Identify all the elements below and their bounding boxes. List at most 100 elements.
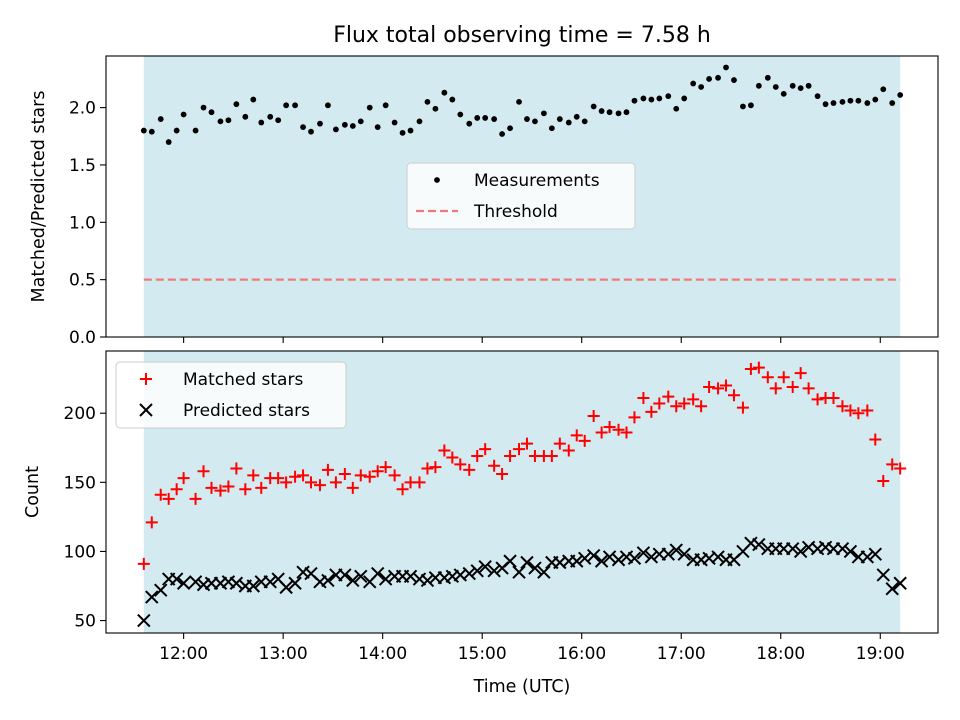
matched-stars-point <box>861 404 874 417</box>
predicted-stars-point <box>470 564 484 578</box>
predicted-stars-point <box>137 613 151 628</box>
predicted-stars-point <box>354 569 368 584</box>
matched-stars-point <box>620 426 633 439</box>
matched-stars-point <box>869 433 882 446</box>
measurement-point <box>880 86 887 93</box>
predicted-stars-point <box>602 550 617 564</box>
bottom-axes: 50 100 150 200 12:00 13:00 14:00 15:00 16:00 17:0… <box>64 350 939 664</box>
measurement-point <box>399 129 406 136</box>
top-axes: 0.0 0.5 1.0 1.5 2.0 <box>69 55 939 348</box>
measurement-point <box>424 98 431 105</box>
legend-box <box>406 162 636 230</box>
predicted-stars-point <box>893 576 907 590</box>
measurement-point <box>673 105 680 112</box>
measurement-point <box>332 126 339 133</box>
measurement-point <box>847 97 854 104</box>
y-tick-label: 0.5 <box>69 271 96 291</box>
y-tick-label: 1.5 <box>69 156 96 176</box>
matched-stars-point <box>761 371 774 384</box>
matched-stars-point <box>645 405 658 418</box>
matched-stars-point <box>305 476 318 489</box>
measurement-point <box>283 102 290 109</box>
matched-stars-point <box>720 379 733 392</box>
matched-stars-point <box>438 444 451 457</box>
measurement-point <box>598 108 605 114</box>
measurement-point <box>491 116 498 122</box>
matched-stars-point <box>844 404 857 417</box>
matched-stars-point <box>736 401 749 414</box>
bottom-panel: 50 100 150 200 12:00 13:00 14:00 15:00 16:00 17:0… <box>23 350 939 697</box>
top-y-axis-label: Matched/Predicted stars <box>29 91 49 303</box>
measurement-point <box>366 104 373 111</box>
measurement-point <box>556 116 563 122</box>
measurement-point <box>275 117 282 124</box>
predicted-stars-point <box>145 590 159 604</box>
measurement-point <box>780 90 787 97</box>
y-tick-label: 2.0 <box>69 99 96 119</box>
measurement-point <box>747 102 754 109</box>
matched-stars-point <box>313 479 326 492</box>
predicted-stars-point <box>176 576 191 590</box>
matched-stars-point <box>162 492 175 505</box>
matched-stars-point <box>727 389 740 402</box>
measurement-point <box>822 101 829 108</box>
predicted-stars-point <box>594 554 609 568</box>
matched-stars-point <box>513 443 526 456</box>
matched-stars-point <box>354 469 367 482</box>
measurement-point <box>631 97 638 104</box>
measurement-point <box>573 113 580 120</box>
matched-stars-point <box>769 382 782 395</box>
measurement-point <box>300 124 306 131</box>
predicted-stars-point <box>843 544 858 559</box>
matched-stars-point <box>570 429 583 442</box>
bottom-legend: Matched stars Predicted stars <box>115 361 347 429</box>
measurement-point <box>140 127 147 134</box>
measurement-point <box>499 131 505 137</box>
legend-measurement-marker <box>434 177 440 183</box>
predicted-stars-point <box>752 537 766 552</box>
matched-stars-point <box>628 411 641 424</box>
measurement-point <box>180 111 187 118</box>
predicted-stars-point <box>570 554 584 568</box>
matched-stars-point <box>396 483 409 496</box>
measurement-point <box>432 105 439 112</box>
top-marks <box>140 64 904 281</box>
predicted-stars-point <box>338 568 352 582</box>
matched-stars-point <box>413 476 426 489</box>
predicted-stars-point <box>462 566 476 581</box>
predicted-stars-point <box>321 573 335 588</box>
y-tick-label: 0.0 <box>69 328 96 348</box>
y-tick-label: 200 <box>64 404 96 424</box>
matched-stars-point <box>794 367 807 380</box>
measurement-point <box>889 100 896 106</box>
matched-stars-point <box>363 470 376 483</box>
measurement-point <box>814 93 821 100</box>
predicted-stars-point <box>420 573 435 588</box>
x-tick-label: 13:00 <box>259 644 308 664</box>
matched-stars-point <box>678 397 691 410</box>
measurement-point <box>217 118 224 125</box>
measurement-point <box>192 127 199 134</box>
predicted-stars-point <box>785 541 800 556</box>
predicted-stars-point <box>661 547 676 561</box>
matched-stars-point <box>137 557 150 570</box>
matched-stars-point <box>827 392 840 404</box>
measurement-point <box>839 98 846 105</box>
measurement-point <box>872 96 879 103</box>
predicted-stars-point <box>611 553 626 567</box>
y-tick-label: 100 <box>64 542 96 562</box>
measurement-point <box>157 116 164 122</box>
matched-stars-point <box>488 459 501 472</box>
matched-stars-point <box>454 458 467 471</box>
measurement-point <box>715 74 721 81</box>
measurement-point <box>507 125 513 132</box>
matched-stars-point <box>612 423 625 436</box>
measurement-point <box>441 89 448 96</box>
x-tick-label: 18:00 <box>756 644 805 664</box>
measurement-point <box>391 119 398 126</box>
measurement-point <box>855 97 862 104</box>
measurement-point <box>864 100 871 106</box>
measurement-point <box>640 95 647 102</box>
matched-stars-point <box>205 481 218 494</box>
x-tick-label: 12:00 <box>159 644 208 664</box>
